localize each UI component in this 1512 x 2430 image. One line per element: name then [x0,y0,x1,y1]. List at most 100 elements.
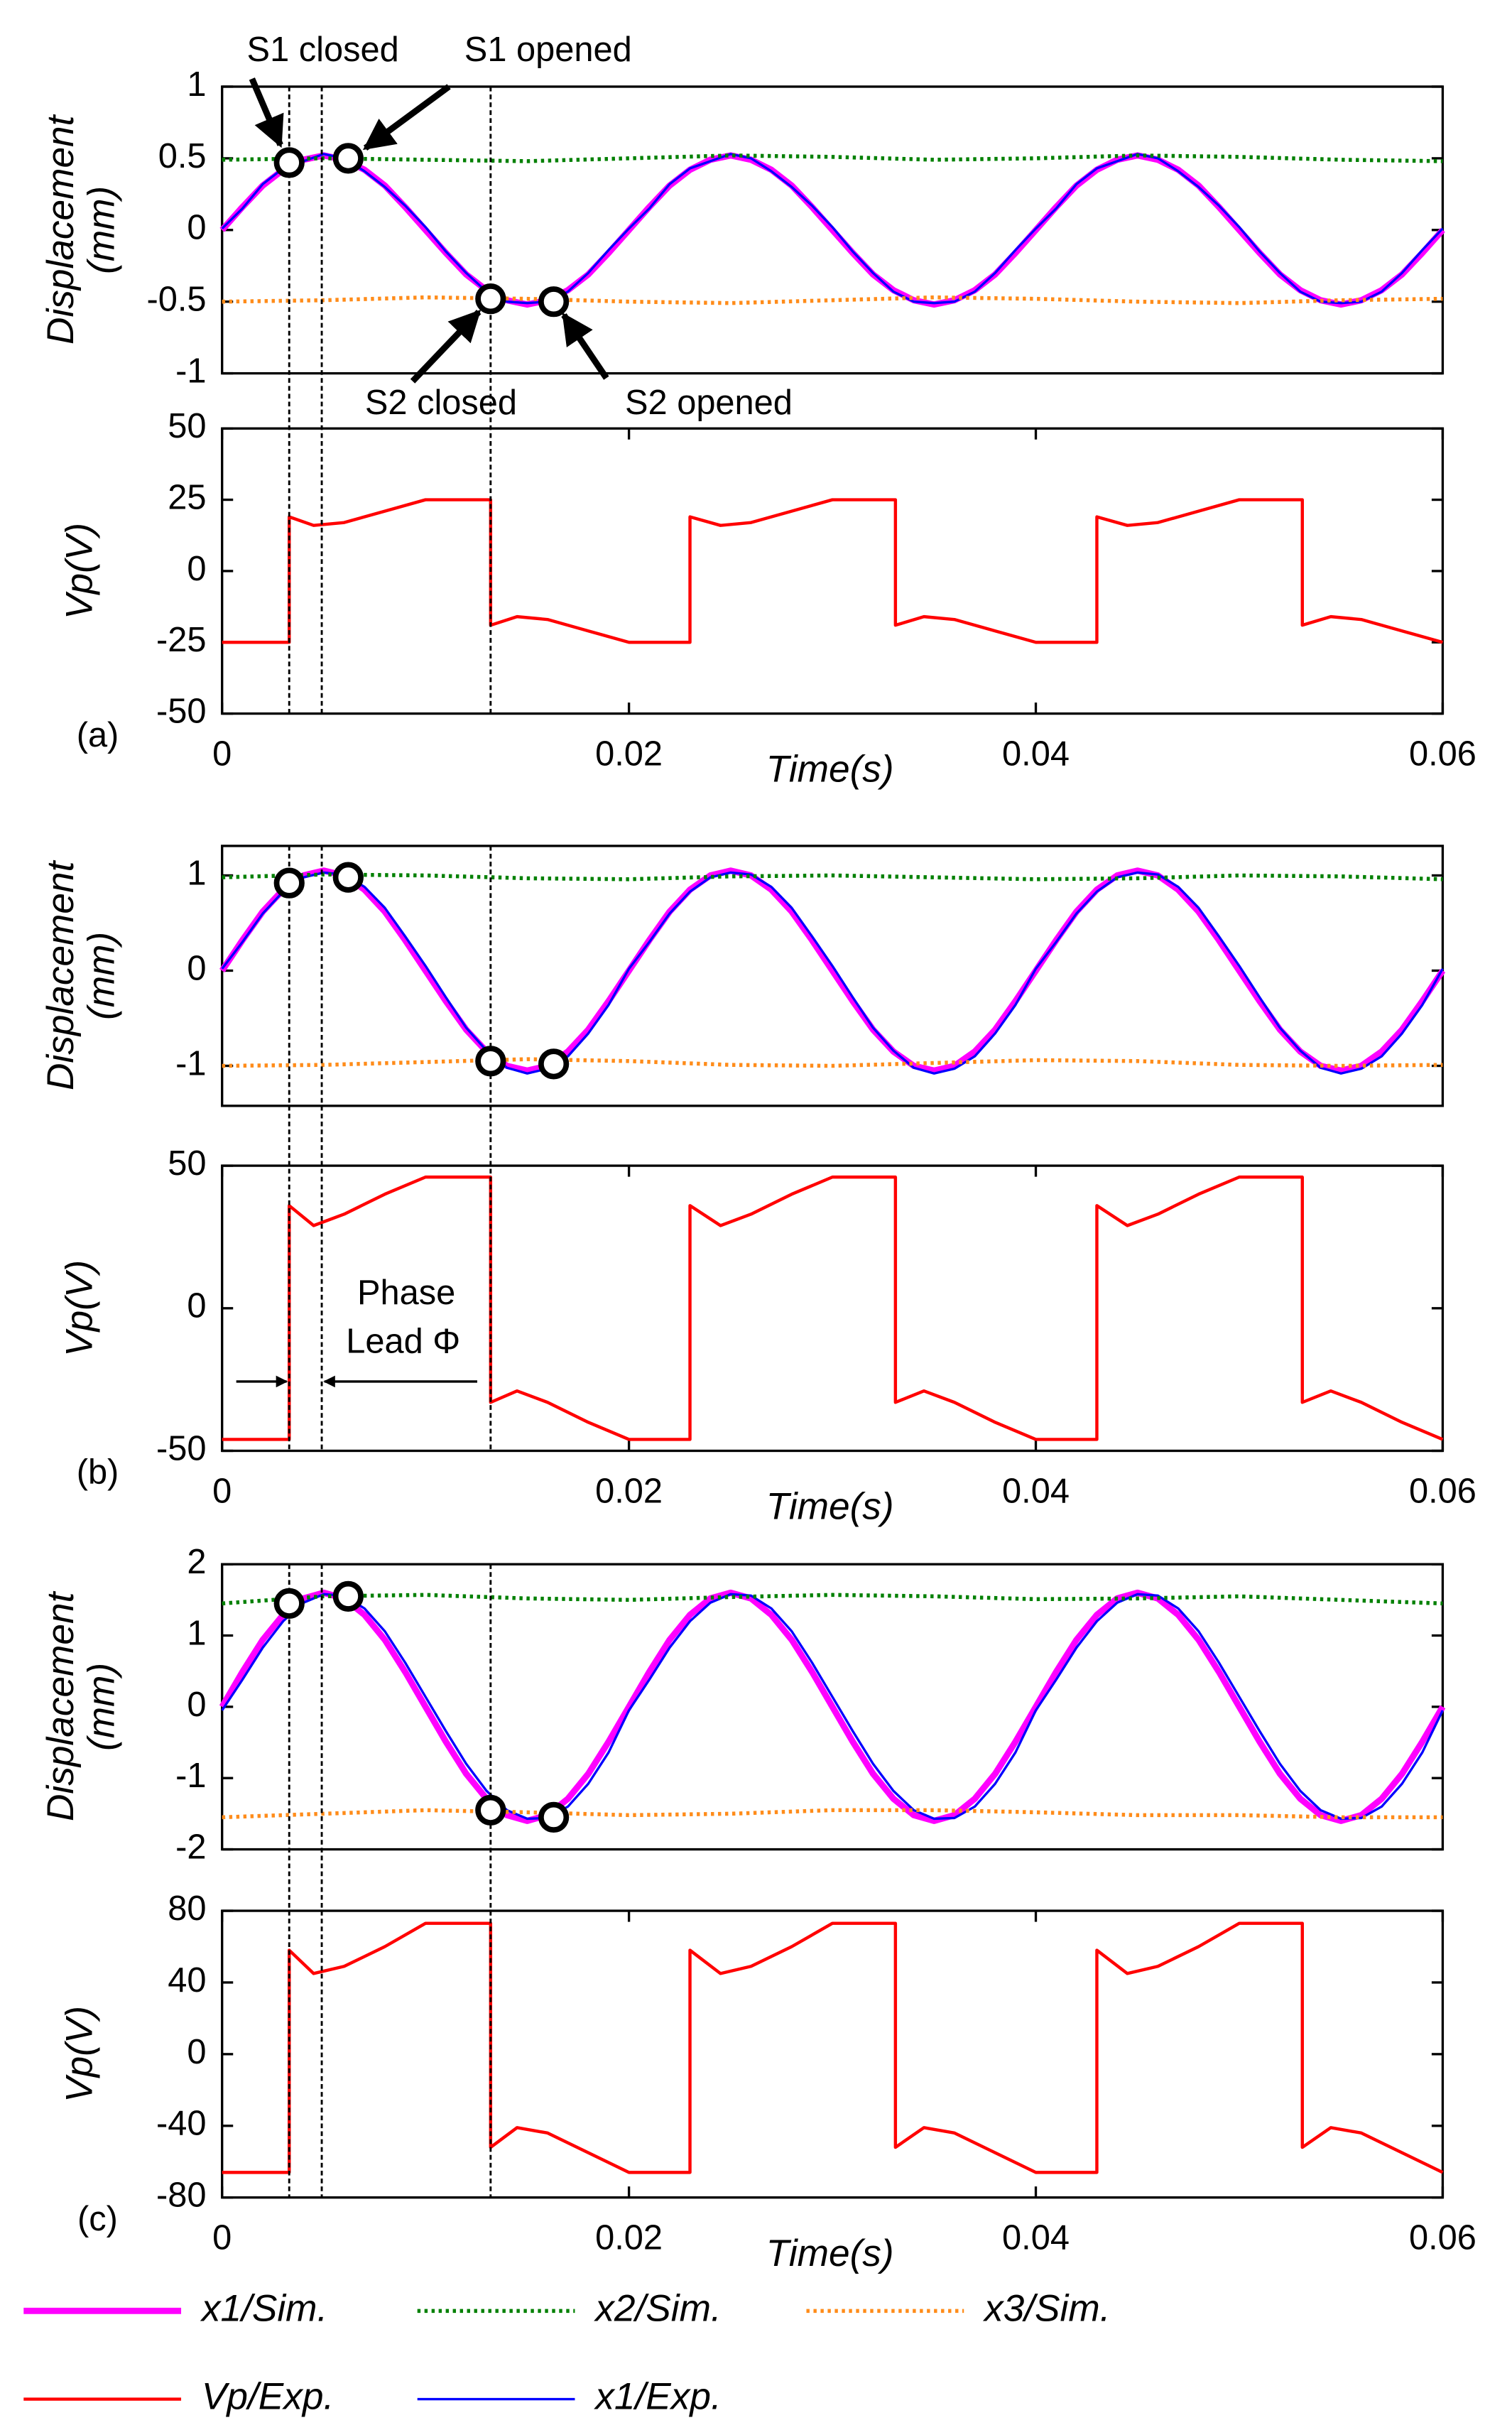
panel-label: (a) [77,716,119,754]
y-tick-label: 1 [187,65,206,104]
x-tick-label: 0.02 [595,1472,663,1510]
y-tick-label: 0 [187,1686,206,1724]
y-axis-label: (mm) [80,1663,122,1751]
event-marker [273,147,305,178]
y-tick-label: 50 [168,1144,206,1183]
y-axis-label: (mm) [80,186,122,274]
y-tick-label: 0 [187,209,206,247]
event-marker [538,1048,570,1080]
y-axis-label: Vp(V) [58,2006,100,2103]
event-marker [332,1580,364,1612]
y-tick-label: 1 [187,854,206,892]
y-tick-label: 2 [187,1543,206,1581]
event-marker [475,1046,506,1077]
y-tick-label: -40 [156,2105,206,2143]
y-tick-label: 25 [168,478,206,516]
y-axis-label: Displacement [40,1590,82,1821]
event-marker [273,867,305,899]
x-tick-label: 0.04 [1002,1472,1070,1510]
y-axis-label: Displacement [40,114,82,345]
y-axis-label: Vp(V) [58,1260,100,1357]
y-tick-label: -50 [156,693,206,731]
series-line [221,153,1444,305]
arrow [561,312,609,380]
annotation: S1 opened [464,31,632,69]
arrow [362,84,451,151]
y-axis-label: (mm) [80,932,122,1020]
y-tick-label: 50 [168,407,206,445]
y-tick-label: 80 [168,1889,206,1928]
x-tick-label: 0.04 [1002,2218,1070,2257]
annotation: S2 opened [625,384,793,422]
series-line [222,1175,1444,1441]
annotation: S2 closed [365,384,517,422]
x-axis-label: Time(s) [766,749,894,791]
event-marker [273,1588,305,1619]
y-tick-label: 0 [187,1287,206,1325]
y-axis-label: Vp(V) [58,523,100,619]
series-line [219,1589,1446,1824]
annotation: Phase [357,1274,455,1312]
y-tick-label: -1 [175,1757,206,1795]
plot-frame [221,427,1445,715]
y-tick-label: -80 [156,2176,206,2215]
legend-label: x3/Sim. [982,2287,1110,2329]
y-tick-label: 40 [168,1961,206,2000]
arrow [249,77,284,148]
series-line [222,153,1443,163]
series-line [222,1921,1444,2174]
annotation: Lead Φ [346,1323,460,1361]
y-tick-label: 0 [187,550,206,588]
panel-label: (b) [77,1453,119,1492]
x-tick-label: 0.06 [1409,2218,1476,2257]
series-line [222,498,1444,644]
event-marker [475,283,506,315]
x-tick-label: 0.04 [1002,734,1070,773]
event-marker [475,1794,506,1826]
y-tick-label: 0 [187,2033,206,2071]
series-line [219,867,1446,1074]
x-tick-label: 0.02 [595,2218,663,2257]
y-tick-label: -1 [175,1044,206,1083]
series-line [219,152,1445,308]
x-tick-label: 0.02 [595,734,663,773]
event-marker [538,286,570,318]
y-tick-label: -2 [175,1828,206,1866]
plot-frame [221,1909,1445,2199]
x-tick-label: 0 [212,1472,232,1510]
arrow [410,309,482,384]
series-line [222,1808,1443,1820]
x-tick-label: 0.06 [1409,734,1476,773]
y-tick-label: -1 [175,352,206,390]
event-marker [332,862,364,893]
y-tick-label: -50 [156,1429,206,1468]
y-tick-label: -0.5 [146,281,206,319]
series-line [222,1593,1443,1606]
legend-label: Vp/Exp. [202,2376,334,2418]
y-tick-label: 1 [187,1614,206,1652]
x-tick-label: 0 [212,734,232,773]
legend-label: x2/Sim. [593,2287,721,2329]
plot-frame [221,1164,1445,1453]
y-tick-label: 0.5 [158,137,207,175]
annotations: S1 closed S1 opened S2 closed S2 opened … [236,31,793,1388]
series-line [222,295,1443,305]
x-tick-label: 0 [212,2218,232,2257]
annotation: S1 closed [247,31,399,69]
event-marker [538,1801,570,1833]
series-line [222,1057,1443,1068]
y-tick-label: -25 [156,621,206,659]
event-marker [332,143,364,174]
series-line [221,1593,1444,1821]
y-axis-label: Displacement [40,859,82,1090]
series-line [221,871,1444,1075]
series-line [222,872,1443,882]
legend-label: x1/Exp. [593,2376,721,2418]
panel-label: (c) [77,2200,118,2238]
legend-label: x1/Sim. [200,2287,327,2329]
x-axis-label: Time(s) [766,1486,894,1528]
x-tick-label: 0.06 [1409,1472,1476,1510]
x-axis-label: Time(s) [766,2233,894,2274]
